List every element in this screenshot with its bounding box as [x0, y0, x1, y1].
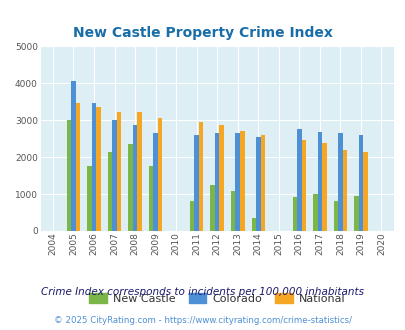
Bar	[128, 144, 132, 231]
Bar	[190, 201, 194, 231]
Bar	[353, 196, 358, 231]
Bar	[362, 152, 367, 231]
Bar	[251, 218, 256, 231]
Bar	[321, 143, 326, 231]
Bar	[112, 120, 117, 231]
Bar	[210, 185, 214, 231]
Bar	[158, 118, 162, 231]
Bar	[96, 107, 100, 231]
Bar	[317, 132, 321, 231]
Bar	[358, 135, 362, 231]
Bar	[107, 151, 112, 231]
Bar	[239, 131, 244, 231]
Bar	[87, 166, 92, 231]
Text: Crime Index corresponds to incidents per 100,000 inhabitants: Crime Index corresponds to incidents per…	[41, 287, 364, 297]
Bar	[296, 129, 301, 231]
Bar	[235, 133, 239, 231]
Bar	[137, 112, 141, 231]
Legend: New Castle, Colorado, National: New Castle, Colorado, National	[85, 288, 349, 308]
Bar	[342, 150, 346, 231]
Bar	[337, 133, 342, 231]
Text: © 2025 CityRating.com - https://www.cityrating.com/crime-statistics/: © 2025 CityRating.com - https://www.city…	[54, 315, 351, 325]
Bar	[153, 133, 158, 231]
Bar	[198, 122, 203, 231]
Bar	[71, 81, 75, 231]
Bar	[117, 112, 121, 231]
Bar	[260, 135, 264, 231]
Bar	[333, 201, 337, 231]
Bar	[66, 120, 71, 231]
Bar	[75, 104, 80, 231]
Bar	[214, 133, 219, 231]
Bar	[301, 140, 305, 231]
Text: New Castle Property Crime Index: New Castle Property Crime Index	[73, 26, 332, 40]
Bar	[256, 137, 260, 231]
Bar	[132, 124, 137, 231]
Bar	[194, 135, 198, 231]
Bar	[230, 191, 235, 231]
Bar	[149, 166, 153, 231]
Bar	[292, 197, 296, 231]
Bar	[219, 125, 224, 231]
Bar	[312, 194, 317, 231]
Bar	[92, 104, 96, 231]
